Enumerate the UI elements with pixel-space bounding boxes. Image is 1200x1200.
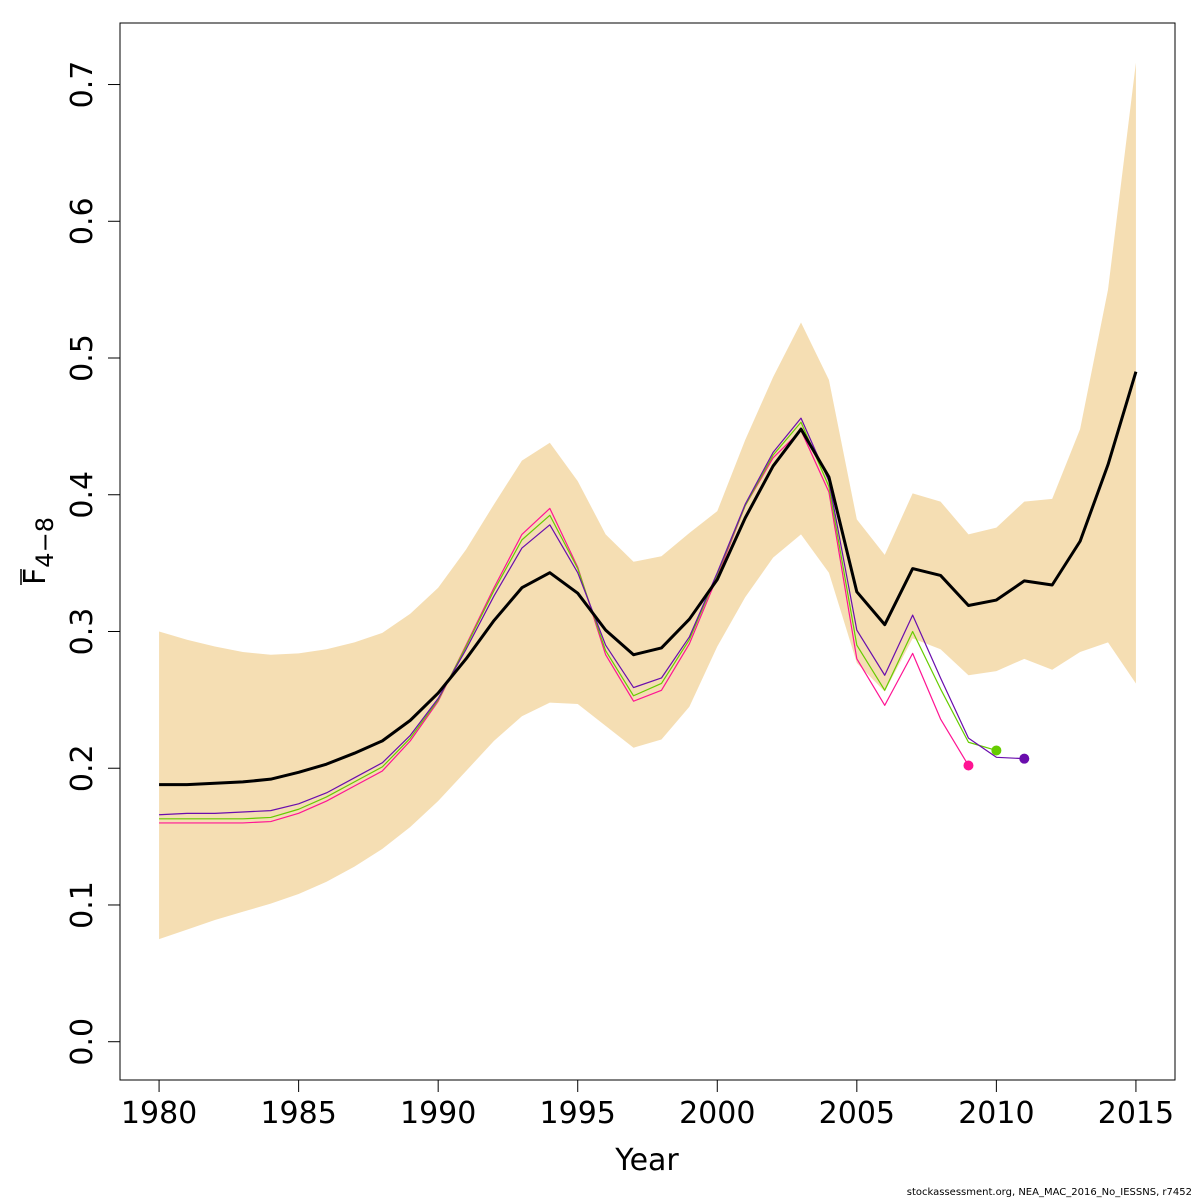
y-tick-label: 0.2 (65, 744, 100, 792)
confidence-band (159, 62, 1136, 940)
series-line-0 (159, 371, 1138, 787)
y-tick-label: 0.7 (65, 61, 100, 109)
series-end-point-1 (963, 760, 974, 771)
series-line-3 (159, 417, 1025, 816)
confidence-band-layer (159, 62, 1136, 940)
x-tick-label: 2005 (819, 1096, 895, 1131)
series-line-1 (159, 429, 969, 824)
x-tick-label: 1995 (540, 1096, 616, 1131)
series-layer (159, 371, 1138, 824)
y-tick-label: 0.4 (65, 471, 100, 519)
footer-credit: stockassessment.org, NEA_MAC_2016_No_IES… (906, 1187, 1192, 1198)
series-line-2 (159, 421, 997, 820)
x-tick-label: 1990 (400, 1096, 476, 1131)
svg-text:F4−8: F4−8 (18, 517, 59, 585)
y-axis-title-subscript: 4−8 (31, 517, 59, 568)
x-axis: 1980 1985 1990 1995 2000 2005 2010 2015 (121, 1079, 1174, 1131)
y-tick-label: 0.3 (65, 608, 100, 656)
series-end-point-3 (1019, 753, 1030, 764)
x-tick-label: 2015 (1098, 1096, 1174, 1131)
y-tick-label: 0.6 (65, 197, 100, 245)
y-axis: 0.0 0.1 0.2 0.3 0.4 0.5 0.6 0.7 (65, 61, 121, 1066)
y-tick-label: 0.1 (65, 881, 100, 929)
x-tick-label: 2000 (679, 1096, 755, 1131)
x-tick-label: 1985 (260, 1096, 336, 1131)
y-tick-label: 0.5 (65, 334, 100, 382)
x-tick-label: 1980 (121, 1096, 197, 1131)
y-axis-title: F4−8 (18, 517, 59, 585)
y-axis-title-main: F (18, 568, 53, 585)
x-tick-label: 2010 (958, 1096, 1034, 1131)
series-end-point-2 (991, 745, 1002, 756)
y-tick-label: 0.0 (65, 1018, 100, 1066)
x-axis-title: Year (614, 1143, 679, 1178)
